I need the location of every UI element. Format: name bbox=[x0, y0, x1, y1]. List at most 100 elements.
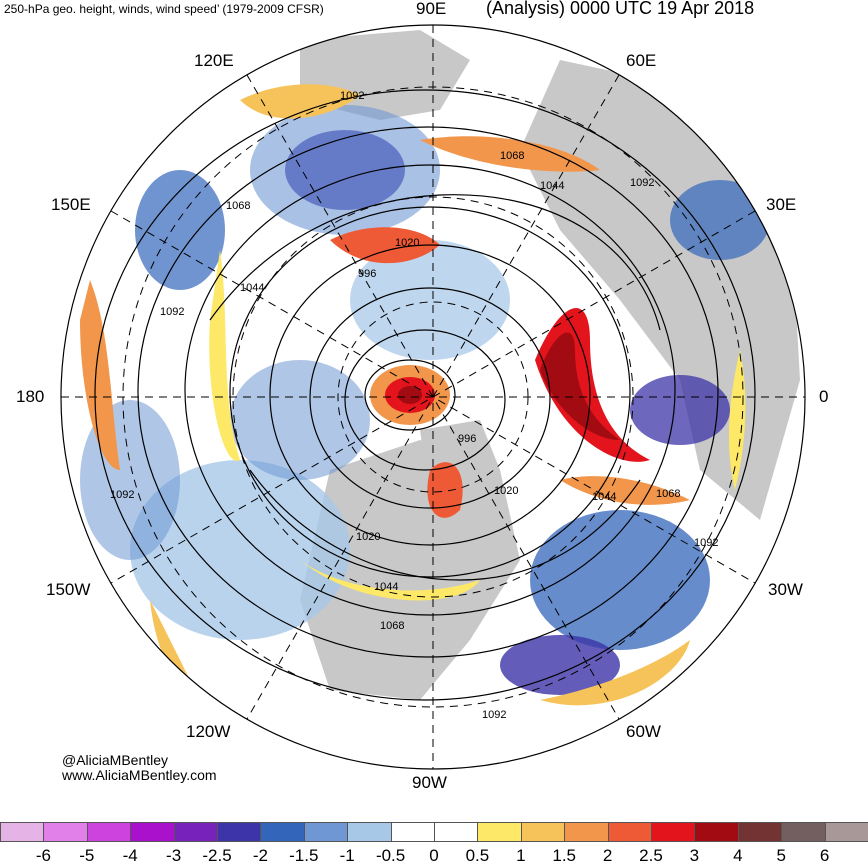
colorbar-tick-label: -2 bbox=[252, 846, 268, 865]
colorbar-swatch bbox=[477, 822, 522, 842]
colorbar-tick-label: -3 bbox=[166, 846, 182, 865]
anomaly-positive bbox=[209, 250, 240, 461]
anomaly-positive bbox=[560, 476, 690, 505]
contour-label: 1044 bbox=[592, 491, 617, 503]
colorbar-swatch bbox=[434, 822, 479, 842]
colorbar-swatch bbox=[694, 822, 739, 842]
contour-label: 1068 bbox=[500, 150, 525, 162]
contour-label: 1092 bbox=[482, 709, 507, 721]
colorbar-swatch bbox=[0, 822, 45, 842]
contour-label: 1068 bbox=[380, 620, 405, 632]
lon-label-120w: 120W bbox=[186, 722, 231, 741]
contour-label: 996 bbox=[358, 268, 377, 280]
lon-label-30w: 30W bbox=[768, 580, 803, 599]
colorbar-swatch bbox=[651, 822, 696, 842]
colorbar-swatch bbox=[520, 822, 566, 842]
colorbar-swatch bbox=[607, 822, 652, 842]
colorbar-swatch bbox=[737, 822, 783, 842]
contour-label: 1044 bbox=[540, 180, 565, 192]
anomaly-positive bbox=[300, 560, 480, 601]
contour-label: 1020 bbox=[356, 531, 381, 543]
anomaly-negative bbox=[230, 360, 370, 480]
colorbar-swatch bbox=[347, 822, 392, 842]
contour-label: 1020 bbox=[494, 485, 519, 497]
colorbar-tick-label: 2 bbox=[602, 846, 613, 865]
colorbar-swatch bbox=[260, 822, 305, 842]
colorbar-swatch bbox=[781, 822, 826, 842]
anomaly-positive bbox=[398, 386, 422, 404]
colorbar-swatch bbox=[173, 822, 218, 842]
lon-label-60w: 60W bbox=[626, 722, 661, 741]
contour-label: 1092 bbox=[630, 177, 655, 189]
anomaly-negative bbox=[130, 460, 350, 640]
contour-label: 1092 bbox=[694, 537, 719, 549]
contour-label: 1068 bbox=[656, 488, 681, 500]
colorbar-swatch bbox=[86, 822, 132, 842]
colorbar-tick-label: -4 bbox=[122, 846, 138, 865]
colorbar-tick-label: 0 bbox=[429, 846, 439, 865]
anomaly-negative bbox=[500, 635, 620, 695]
height-contours bbox=[94, 89, 756, 701]
colorbar-tick-label: 3 bbox=[689, 846, 700, 865]
colorbar-swatch bbox=[824, 822, 868, 842]
lon-label-120e: 120E bbox=[194, 51, 234, 70]
lon-label-30e: 30E bbox=[766, 195, 797, 214]
anomaly-positive bbox=[540, 640, 690, 706]
colorbar-tick-label: -1 bbox=[339, 846, 355, 865]
lon-label-0: 0 bbox=[819, 387, 829, 406]
anomaly-positive bbox=[427, 462, 463, 518]
anomaly-positive bbox=[240, 84, 360, 119]
anomaly-positive bbox=[420, 136, 600, 172]
colorbar-tick-label: 0.5 bbox=[465, 846, 490, 865]
valid-time-title: (Analysis) 0000 UTC 19 Apr 2018 bbox=[486, 0, 755, 18]
colorbar-tick-label: -1.5 bbox=[289, 846, 319, 865]
lon-label-90e: 90E bbox=[416, 0, 447, 18]
anomaly-negative bbox=[630, 375, 730, 445]
colorbar-tick-label: 6 bbox=[819, 846, 830, 865]
lon-label-90w: 90W bbox=[412, 773, 447, 792]
contour-label: 1092 bbox=[340, 90, 365, 102]
credit-website: www.AliciaMBentley.com bbox=[62, 767, 217, 783]
contour-label: 1044 bbox=[240, 282, 265, 294]
colorbar-swatch bbox=[43, 822, 88, 842]
graticule bbox=[61, 25, 805, 769]
colorbar-tick-label: 4 bbox=[733, 846, 743, 865]
contour-label: 1092 bbox=[110, 489, 135, 501]
colorbar-swatch bbox=[217, 822, 262, 842]
map-field bbox=[61, 25, 805, 769]
contour-label: 1020 bbox=[395, 237, 420, 249]
lon-label-150w: 150W bbox=[46, 580, 91, 599]
colorbar-tick-label: 1 bbox=[516, 846, 526, 865]
contour-label: 1068 bbox=[226, 200, 251, 212]
map-title: 250-hPa geo. height, winds, wind speed’ … bbox=[4, 2, 324, 16]
colorbar-tick-label: -6 bbox=[35, 846, 51, 865]
colorbar-tick-label: -2.5 bbox=[202, 846, 232, 865]
credit-handle: @AliciaMBentley bbox=[62, 752, 169, 768]
colorbar-swatch bbox=[303, 822, 349, 842]
colorbar-tick-label: 1.5 bbox=[552, 846, 577, 865]
land-eurasia bbox=[520, 60, 800, 520]
contour-label: 1092 bbox=[160, 306, 185, 318]
colorbar-tick-label: 5 bbox=[776, 846, 786, 865]
lon-label-180: 180 bbox=[16, 387, 45, 406]
contour-label: 996 bbox=[458, 433, 477, 445]
colorbar-swatch bbox=[130, 822, 175, 842]
map-boundary bbox=[60, 24, 806, 770]
colorbar-swatch bbox=[564, 822, 609, 842]
lon-label-60e: 60E bbox=[626, 51, 657, 70]
anomaly-positive bbox=[540, 332, 620, 440]
colorbar-tick-label: -5 bbox=[79, 846, 95, 865]
anomaly-positive bbox=[330, 227, 440, 264]
colorbar-tick-label: -0.5 bbox=[375, 846, 406, 865]
colorbar-swatch bbox=[390, 822, 435, 842]
anomaly-negative bbox=[250, 105, 440, 235]
colorbar-tick-label: 2.5 bbox=[639, 846, 663, 865]
anomaly-positive bbox=[728, 350, 746, 490]
anomaly-negative bbox=[670, 180, 770, 260]
anomaly-negative bbox=[350, 240, 510, 360]
lon-label-150e: 150E bbox=[51, 195, 91, 214]
anomaly-negative bbox=[135, 170, 225, 290]
contour-label: 1044 bbox=[374, 581, 399, 593]
anomaly-positive bbox=[80, 280, 120, 470]
